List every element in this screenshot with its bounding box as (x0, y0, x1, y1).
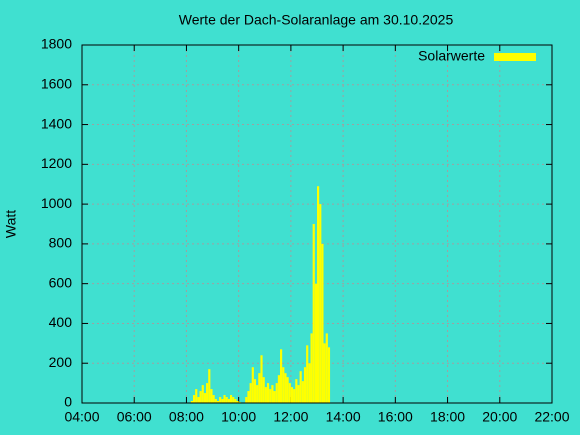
bar (229, 395, 233, 403)
bar (306, 345, 309, 403)
bar (299, 371, 302, 403)
y-tick-label: 1200 (41, 155, 72, 171)
bar (206, 383, 209, 403)
x-tick-label: 04:00 (64, 409, 99, 425)
y-tick-label: 800 (49, 235, 73, 251)
bar (317, 186, 320, 403)
bar (295, 379, 298, 403)
bar (297, 385, 300, 403)
x-tick-label: 14:00 (326, 409, 361, 425)
y-tick-label: 1600 (41, 75, 72, 91)
bar (319, 204, 322, 403)
bar (247, 391, 250, 403)
bar (266, 383, 270, 403)
bar (277, 375, 281, 403)
bar (258, 373, 261, 403)
bar (262, 377, 265, 403)
x-tick-label: 20:00 (482, 409, 517, 425)
y-tick-label: 200 (49, 354, 73, 370)
bar (223, 395, 226, 403)
x-tick-label: 18:00 (430, 409, 465, 425)
x-tick-label: 12:00 (273, 409, 308, 425)
y-tick-label: 0 (64, 394, 72, 410)
bar (234, 399, 237, 403)
bar (290, 387, 294, 403)
bar (275, 383, 278, 403)
bar (216, 401, 220, 403)
bar (284, 373, 287, 403)
x-tick-label: 08:00 (169, 409, 204, 425)
bar (282, 367, 285, 403)
bar (212, 395, 215, 403)
bar (286, 377, 289, 403)
bar (214, 399, 217, 403)
bar (236, 401, 239, 403)
bar (221, 399, 224, 403)
bar (303, 367, 307, 403)
bar (280, 349, 283, 403)
y-axis-label: Watt (3, 210, 19, 238)
bar (256, 385, 259, 403)
bar (208, 369, 211, 403)
y-tick-label: 1400 (41, 115, 72, 131)
y-tick-label: 600 (49, 274, 73, 290)
plot-frame (81, 44, 553, 404)
bar (219, 397, 222, 403)
bar (264, 387, 267, 403)
x-tick-label: 10:00 (221, 409, 256, 425)
y-tick-label: 1800 (41, 36, 72, 52)
x-tick-label: 06:00 (117, 409, 152, 425)
legend-swatch (494, 53, 536, 61)
legend-label: Solarwerte (418, 48, 485, 64)
bar (321, 243, 324, 403)
bar (308, 363, 311, 403)
x-tick-label: 16:00 (378, 409, 413, 425)
bar (288, 383, 291, 403)
bar (245, 397, 248, 403)
bar (312, 224, 315, 403)
bar (325, 333, 328, 403)
bar (210, 389, 213, 403)
bar (253, 379, 257, 403)
bar (269, 389, 272, 403)
bar (201, 385, 204, 403)
bar (192, 395, 196, 403)
bar (199, 391, 202, 403)
bar (293, 389, 296, 403)
bar (314, 283, 317, 403)
bar (310, 333, 313, 403)
bar (327, 347, 331, 403)
y-tick-label: 400 (49, 314, 73, 330)
bar (195, 389, 198, 403)
bar (271, 385, 274, 403)
bar (232, 397, 235, 403)
bar (227, 399, 230, 403)
bar (323, 343, 326, 403)
bar (197, 397, 200, 403)
y-tick-label: 1000 (41, 195, 72, 211)
bar (260, 355, 263, 403)
bar (190, 401, 193, 403)
bar (273, 391, 276, 403)
chart-title: Werte der Dach-Solaranlage am 30.10.2025 (179, 12, 454, 28)
bar (301, 381, 304, 403)
bar (249, 383, 252, 403)
bar (203, 393, 207, 403)
bar (251, 367, 254, 403)
x-tick-label: 22:00 (534, 409, 569, 425)
bar (225, 397, 228, 403)
